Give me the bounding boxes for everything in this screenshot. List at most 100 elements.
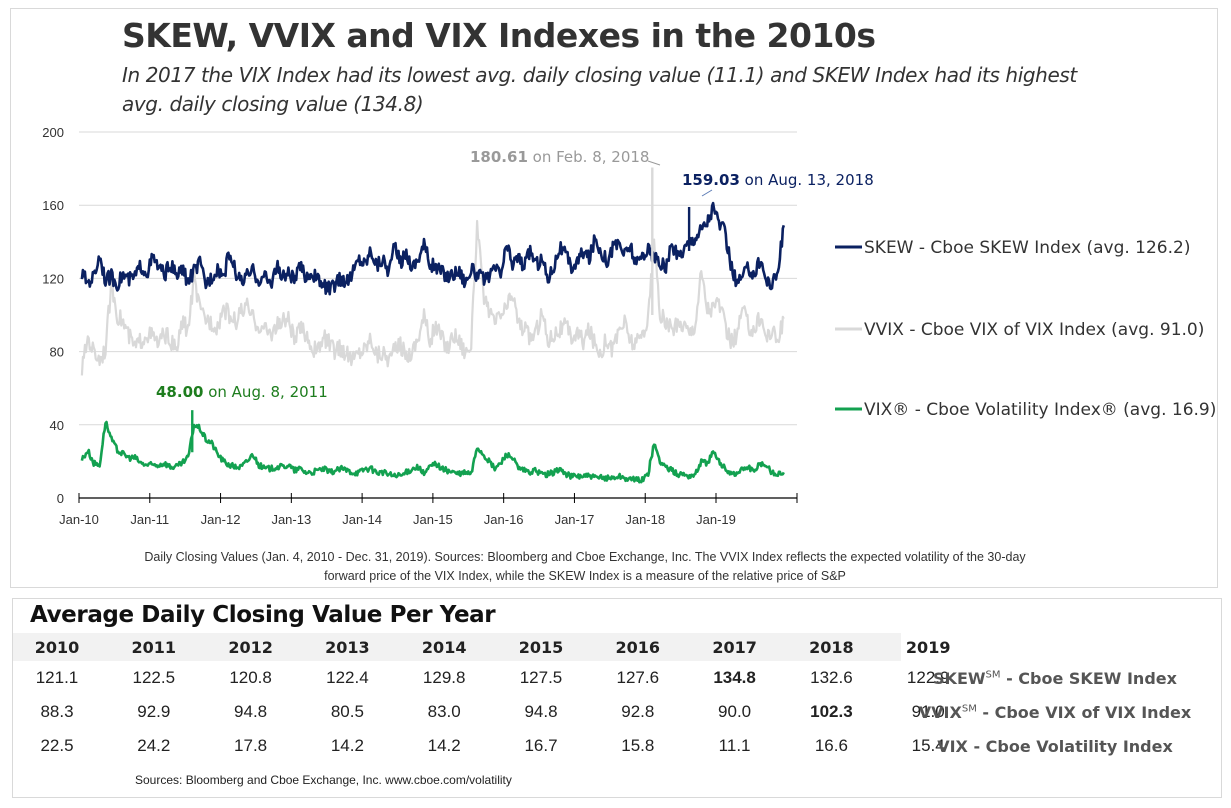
table-cell: 127.5 bbox=[519, 668, 563, 687]
x-tick-label: Jan-14 bbox=[342, 512, 382, 527]
annotations: 180.61 on Feb. 8, 2018 159.03 on Aug. 13,… bbox=[156, 148, 874, 401]
year-header: 2012 bbox=[228, 638, 273, 657]
row-label-description: - Cboe VIX of VIX Index bbox=[976, 703, 1192, 722]
table-cell: 17.8 bbox=[234, 736, 268, 755]
table-cell: 120.8 bbox=[229, 668, 272, 687]
table-cell: 134.8 bbox=[713, 668, 756, 687]
annotation-vix: 48.00 on Aug. 8, 2011 bbox=[156, 383, 328, 401]
annotation-value: 48.00 bbox=[156, 383, 203, 401]
year-header: 2011 bbox=[131, 638, 177, 657]
year-header: 2019 bbox=[905, 638, 951, 657]
table-cell: 122.5 bbox=[132, 668, 176, 687]
chart-panel bbox=[10, 8, 1218, 588]
table-cell: 11.1 bbox=[718, 736, 751, 755]
year-header: 2015 bbox=[518, 638, 564, 657]
table-cell: 122.9 bbox=[906, 668, 950, 687]
table-cell: 16.7 bbox=[524, 736, 558, 755]
year-header: 2014 bbox=[421, 638, 467, 657]
year-header: 2018 bbox=[809, 638, 854, 657]
row-label-description: - Cboe Volatility Index bbox=[967, 737, 1173, 756]
row-label-name: VIX bbox=[937, 737, 968, 756]
annotation-vvix: 180.61 on Feb. 8, 2018 bbox=[470, 148, 649, 166]
year-header-band bbox=[13, 633, 901, 661]
table-cell: 121.1 bbox=[35, 668, 79, 687]
footnote-line-1: Daily Closing Values (Jan. 4, 2010 - Dec… bbox=[144, 550, 1026, 564]
table-cell: 83.0 bbox=[427, 702, 461, 721]
series-line-vvix bbox=[80, 219, 785, 376]
series-lines bbox=[80, 167, 786, 484]
table-cell: 22.5 bbox=[40, 736, 74, 755]
y-tick-label: 40 bbox=[50, 418, 64, 433]
y-tick-label: 200 bbox=[42, 125, 64, 140]
x-axis: Jan-10 Jan-11 Jan-12 Jan-13 Jan-14 Jan-15 Jan-… bbox=[59, 493, 798, 527]
table-cell: 91.0 bbox=[911, 702, 945, 721]
table-panel bbox=[12, 598, 1222, 798]
y-tick-label: 0 bbox=[57, 491, 64, 506]
table-cell: 92.8 bbox=[621, 702, 655, 721]
table-cell: 122.4 bbox=[326, 668, 369, 687]
table-sources: Sources: Bloomberg and Cboe Exchange, In… bbox=[135, 773, 512, 787]
table-cell: 14.2 bbox=[330, 736, 364, 755]
table-cell: 24.2 bbox=[137, 736, 171, 755]
table-title: Average Daily Closing Value Per Year bbox=[30, 602, 496, 628]
annotation-leader-skew bbox=[701, 189, 713, 197]
annotation-leader-vvix bbox=[647, 160, 661, 166]
row-label: VVIXSM - Cboe VIX of VIX Index bbox=[905, 703, 1205, 722]
x-tick-label: Jan-10 bbox=[59, 512, 99, 527]
row-label: VIX - Cboe Volatility Index bbox=[905, 737, 1205, 756]
chart-title: SKEW, VVIX and VIX Indexes in the 2010s bbox=[122, 16, 876, 55]
annotation-text: on Aug. 13, 2018 bbox=[740, 171, 874, 189]
table-cell: 94.8 bbox=[524, 702, 558, 721]
annotation-value: 159.03 bbox=[682, 171, 740, 189]
legend-label-vvix: VVIX - Cboe VIX of VIX Index (avg. 91.0) bbox=[864, 320, 1204, 340]
year-header: 2013 bbox=[325, 638, 370, 657]
table-cell: 15.8 bbox=[621, 736, 655, 755]
y-tick-label: 120 bbox=[42, 271, 64, 286]
legend-label-skew: SKEW - Cboe SKEW Index (avg. 126.2) bbox=[864, 238, 1190, 258]
series-line-vix bbox=[80, 420, 785, 484]
table-cell: 127.6 bbox=[616, 668, 660, 687]
service-mark: SM bbox=[985, 669, 1001, 681]
table-cell: 16.6 bbox=[814, 736, 848, 755]
service-mark: SM bbox=[961, 703, 977, 715]
annotation-skew: 159.03 on Aug. 13, 2018 bbox=[682, 171, 874, 189]
y-tick-label: 80 bbox=[50, 345, 64, 360]
table-cell: 102.3 bbox=[810, 702, 853, 721]
table-cell: 14.2 bbox=[427, 736, 461, 755]
x-tick-label: Jan-15 bbox=[413, 512, 453, 527]
table-cell: 88.3 bbox=[40, 702, 74, 721]
row-label: SKEWSM - Cboe SKEW Index bbox=[905, 669, 1205, 688]
table-cell: 92.9 bbox=[137, 702, 171, 721]
row-label-description: - Cboe SKEW Index bbox=[1000, 669, 1177, 688]
chart-footnote: Daily Closing Values (Jan. 4, 2010 - Dec… bbox=[60, 548, 1110, 586]
table-cell: 129.8 bbox=[422, 668, 466, 687]
year-header: 2016 bbox=[615, 638, 661, 657]
table-cell: 94.8 bbox=[234, 702, 268, 721]
x-tick-label: Jan-11 bbox=[130, 512, 169, 527]
x-tick-label: Jan-12 bbox=[201, 512, 241, 527]
table-cell: 80.5 bbox=[330, 702, 364, 721]
table-cell: 15.4 bbox=[911, 736, 945, 755]
x-tick-label: Jan-16 bbox=[484, 512, 524, 527]
x-tick-label: Jan-13 bbox=[271, 512, 311, 527]
annotation-value: 180.61 bbox=[470, 148, 528, 166]
x-tick-label: Jan-17 bbox=[555, 512, 595, 527]
year-header: 2017 bbox=[712, 638, 757, 657]
x-tick-label: Jan-18 bbox=[625, 512, 665, 527]
row-label-name: SKEW bbox=[933, 669, 986, 688]
row-label-name: VVIX bbox=[918, 703, 962, 722]
y-tick-label: 160 bbox=[42, 198, 64, 213]
legend: SKEW - Cboe SKEW Index (avg. 126.2) VVIX … bbox=[835, 238, 1216, 420]
y-axis-ticks: 0 40 80 120 160 200 bbox=[42, 125, 64, 506]
series-line-skew bbox=[80, 201, 786, 296]
x-tick-label: Jan-19 bbox=[696, 512, 736, 527]
table-cell: 90.0 bbox=[718, 702, 752, 721]
footnote-line-2: forward price of the VIX Index, while th… bbox=[324, 569, 846, 583]
legend-label-vix: VIX® - Cboe Volatility Index® (avg. 16.9… bbox=[864, 400, 1216, 420]
chart-subtitle: In 2017 the VIX Index had its lowest avg… bbox=[122, 63, 1077, 116]
year-header: 2010 bbox=[34, 638, 80, 657]
annotation-text: on Aug. 8, 2011 bbox=[203, 383, 327, 401]
annotation-text: on Feb. 8, 2018 bbox=[528, 148, 650, 166]
table-cell: 132.6 bbox=[810, 668, 853, 687]
